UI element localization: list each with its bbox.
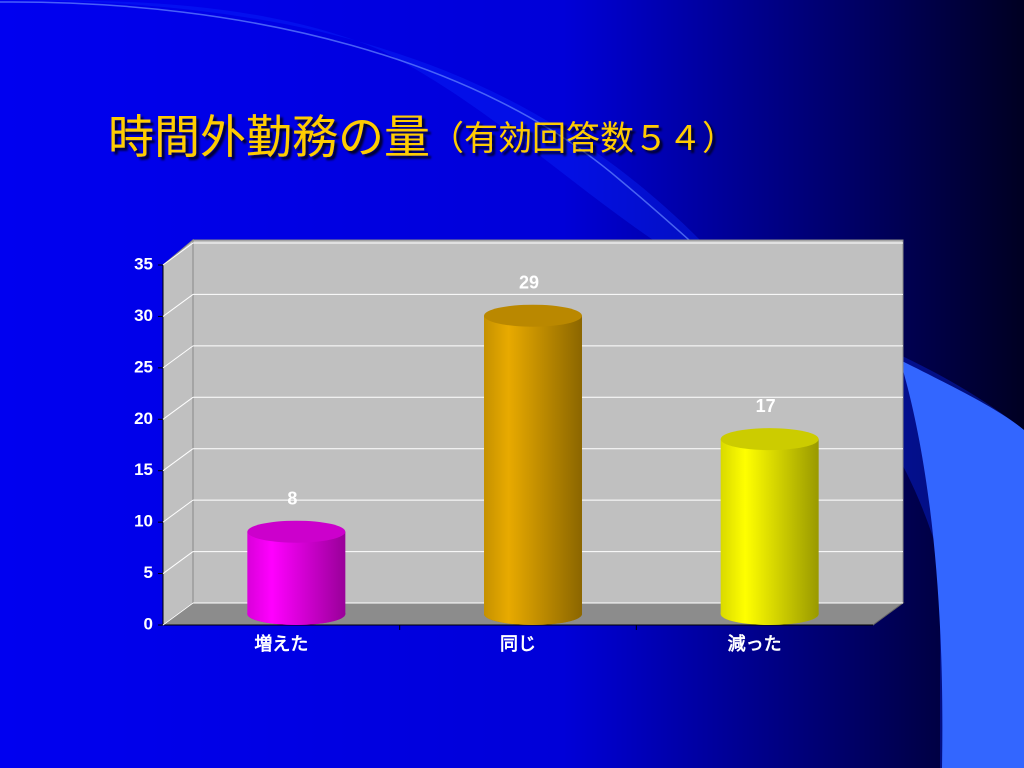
y-tick-label: 15 bbox=[134, 460, 153, 479]
title-sub: （有効回答数５４） bbox=[430, 119, 736, 159]
bar bbox=[720, 439, 819, 614]
bar-top bbox=[484, 304, 582, 327]
grid-line-side bbox=[162, 551, 194, 574]
y-tick-label: 20 bbox=[134, 409, 153, 428]
y-tick-label: 5 bbox=[144, 563, 153, 582]
bar-bottom-front bbox=[484, 603, 582, 625]
x-tick-label: 同じ bbox=[500, 634, 536, 655]
title-main: 時間外勤務の量 bbox=[108, 110, 430, 164]
y-tick-label: 25 bbox=[134, 357, 153, 376]
x-tick-label: 減った bbox=[728, 633, 782, 655]
bar-top bbox=[247, 520, 346, 543]
bar-top bbox=[720, 428, 819, 451]
grid-line-side bbox=[162, 499, 194, 523]
bar bbox=[247, 531, 346, 614]
bar bbox=[484, 315, 582, 614]
bar-bottom-front bbox=[720, 603, 819, 625]
value-label: 8 bbox=[287, 488, 297, 508]
value-label: 29 bbox=[519, 272, 539, 292]
y-tick-label: 0 bbox=[144, 614, 153, 633]
decor-shape bbox=[900, 360, 1024, 768]
grid-line-side bbox=[162, 602, 194, 626]
y-tick-label: 35 bbox=[134, 254, 153, 273]
grid-line-side bbox=[162, 448, 194, 472]
y-tick-label: 10 bbox=[134, 512, 153, 531]
y-tick-label: 30 bbox=[134, 306, 153, 325]
bar-bottom-front bbox=[247, 603, 346, 625]
chart-title: 時間外勤務の量（有効回答数５４） bbox=[108, 110, 736, 164]
value-label: 17 bbox=[756, 396, 776, 416]
x-tick-label: 増えた bbox=[254, 633, 308, 655]
grid-line-side bbox=[162, 345, 194, 369]
grid-line-side bbox=[162, 396, 194, 420]
grid-line-side bbox=[162, 242, 194, 266]
grid-line-side bbox=[162, 294, 194, 317]
